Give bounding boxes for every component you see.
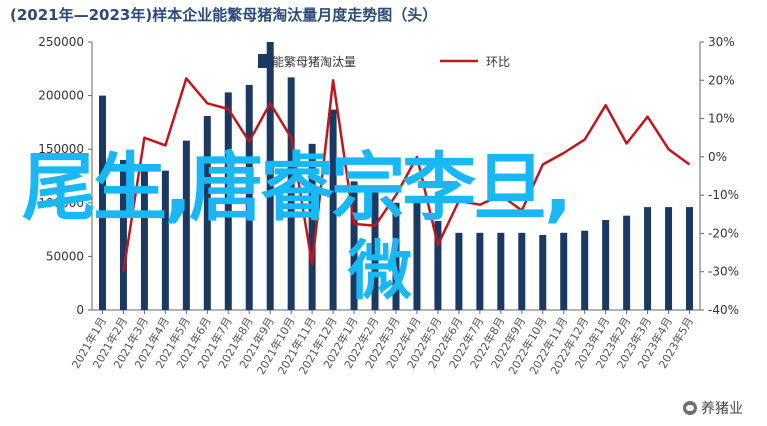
bar [350,181,358,310]
left-tick-label: 100000 [38,196,84,210]
bar [623,215,631,310]
bar [371,192,379,310]
bar [287,77,295,310]
bar [560,232,568,310]
wechat-icon [683,401,697,415]
right-tick-label: -30% [708,265,739,279]
right-tick-label: 20% [708,73,735,87]
left-tick-label: 250000 [38,35,84,49]
legend-bar-label: 能繁母猪淘汰量 [272,54,356,69]
bar [602,219,610,310]
chart-title: (2021年—2023年)样本企业能繁母猪淘汰量月度走势图（头） [10,6,438,24]
bar [203,115,211,310]
bar [224,92,232,310]
legend-line-label: 环比 [486,55,510,69]
overlay-text-line-2: 微 [348,235,412,309]
bar [518,232,526,310]
right-tick-label: -10% [708,188,739,202]
bar [329,109,337,310]
legend-bar-swatch [258,54,267,68]
watermark-label: 养猪业 [701,401,743,417]
bar [581,230,589,310]
bar [413,202,421,310]
bar [434,221,442,310]
line-series-环比 [122,77,691,272]
bar [644,207,652,310]
right-tick-label: -20% [708,226,739,240]
right-tick-label: -40% [708,303,739,317]
bar [98,95,106,310]
bar [392,202,400,310]
bar [266,42,274,310]
right-tick-label: 10% [708,112,735,126]
overlay-text-line-1: 尾生,唐睿宗李旦, [22,145,572,231]
bar [119,159,127,310]
bar [140,170,148,310]
bar [245,84,253,310]
bar [686,207,694,310]
bar [497,232,505,310]
bar [455,232,463,310]
left-tick-label: 200000 [38,89,84,103]
bar [476,232,484,310]
bar [161,170,169,310]
left-tick-label: 150000 [38,142,84,156]
left-tick-label: 0 [76,303,84,317]
bar [308,143,316,310]
bar [539,234,547,310]
left-tick-label: 50000 [46,249,84,263]
right-tick-label: 0% [708,150,727,164]
bar [665,207,673,310]
bar [182,140,190,310]
right-tick-label: 30% [708,35,735,49]
watermark: 养猪业 [683,398,743,418]
